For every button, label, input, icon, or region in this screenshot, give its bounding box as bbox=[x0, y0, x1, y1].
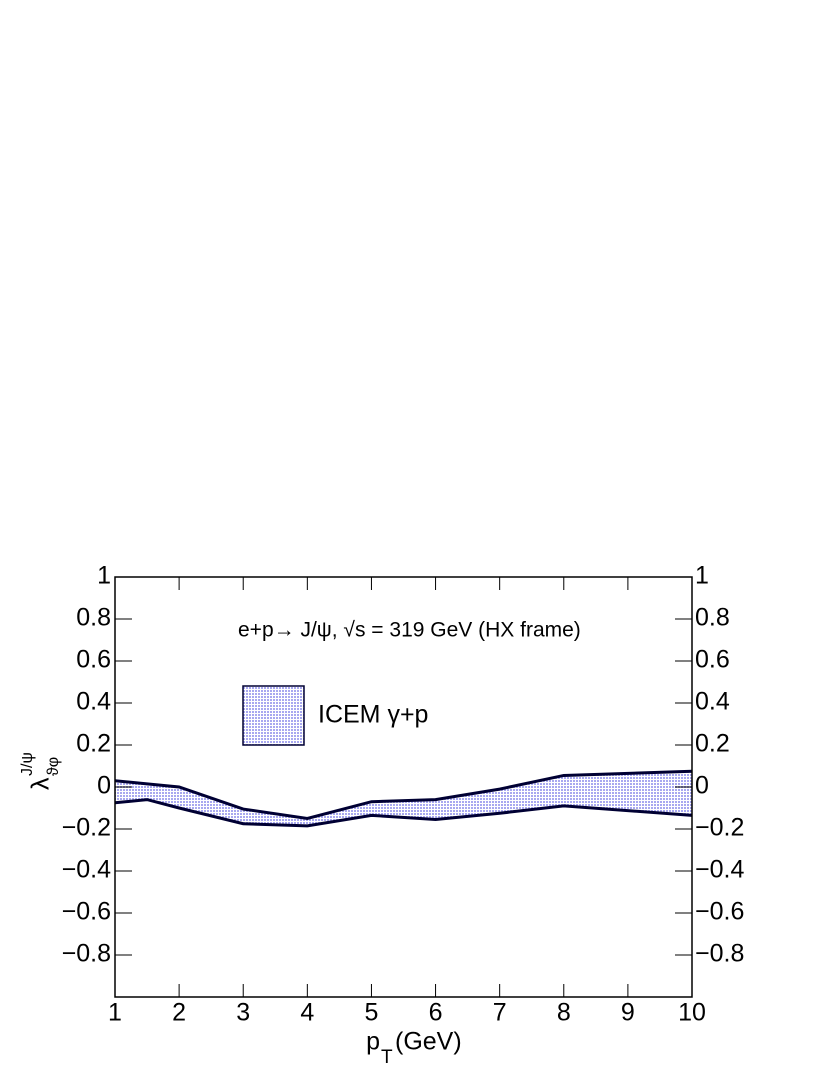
x-tick-label: 7 bbox=[493, 999, 507, 1027]
y-tick-label: 1 bbox=[97, 562, 111, 590]
y2-tick-label: 0.4 bbox=[695, 688, 730, 716]
y2-tick-label: 0.2 bbox=[695, 730, 730, 758]
x-tick-label: 9 bbox=[621, 999, 635, 1027]
annotation: e+p→ J/ψ, √s = 319 GeV (HX frame) bbox=[238, 619, 581, 642]
y2-tick-label: −0.6 bbox=[695, 898, 744, 926]
band-edge-low bbox=[114, 798, 693, 828]
y-tick-label: −0.4 bbox=[62, 856, 111, 884]
y-label-sup: J/ψ bbox=[19, 752, 36, 776]
y-tick-label: −0.2 bbox=[62, 814, 111, 842]
band-edge-high bbox=[114, 769, 693, 821]
x-label-symbol: p bbox=[366, 1028, 380, 1056]
x-tick-label: 4 bbox=[300, 999, 314, 1027]
x-label-sub: T bbox=[381, 1047, 393, 1068]
y2-tick-label: 0.8 bbox=[695, 604, 730, 632]
y2-tick-label: 0 bbox=[695, 772, 709, 800]
legend-swatch bbox=[242, 685, 305, 746]
x-tick-label: 10 bbox=[678, 999, 706, 1027]
y-label-symbol: λ bbox=[27, 777, 55, 790]
y-tick-label: 0.2 bbox=[76, 730, 111, 758]
x-tick-label: 1 bbox=[108, 999, 122, 1027]
y-tick-label: 0.4 bbox=[76, 688, 111, 716]
legend-label: ICEM γ+p bbox=[318, 701, 428, 729]
y2-tick-label: −0.8 bbox=[695, 940, 744, 968]
y-label-sub: ϑφ bbox=[45, 757, 62, 776]
y-tick-label: −0.6 bbox=[62, 898, 111, 926]
y2-tick-label: 1 bbox=[695, 562, 709, 590]
y2-tick-label: −0.4 bbox=[695, 856, 744, 884]
x-tick-label: 3 bbox=[236, 999, 250, 1027]
y2-tick-label: −0.2 bbox=[695, 814, 744, 842]
x-label-unit: (GeV) bbox=[395, 1028, 462, 1056]
x-tick-label: 6 bbox=[429, 999, 443, 1027]
y2-tick-label: 0.6 bbox=[695, 646, 730, 674]
y-tick-label: 0.8 bbox=[76, 604, 111, 632]
x-tick-label: 5 bbox=[364, 999, 378, 1027]
x-tick-label: 2 bbox=[172, 999, 186, 1027]
x-tick-label: 8 bbox=[557, 999, 571, 1027]
y-tick-label: 0.6 bbox=[76, 646, 111, 674]
y-tick-label: −0.8 bbox=[62, 940, 111, 968]
y-tick-label: 0 bbox=[97, 772, 111, 800]
